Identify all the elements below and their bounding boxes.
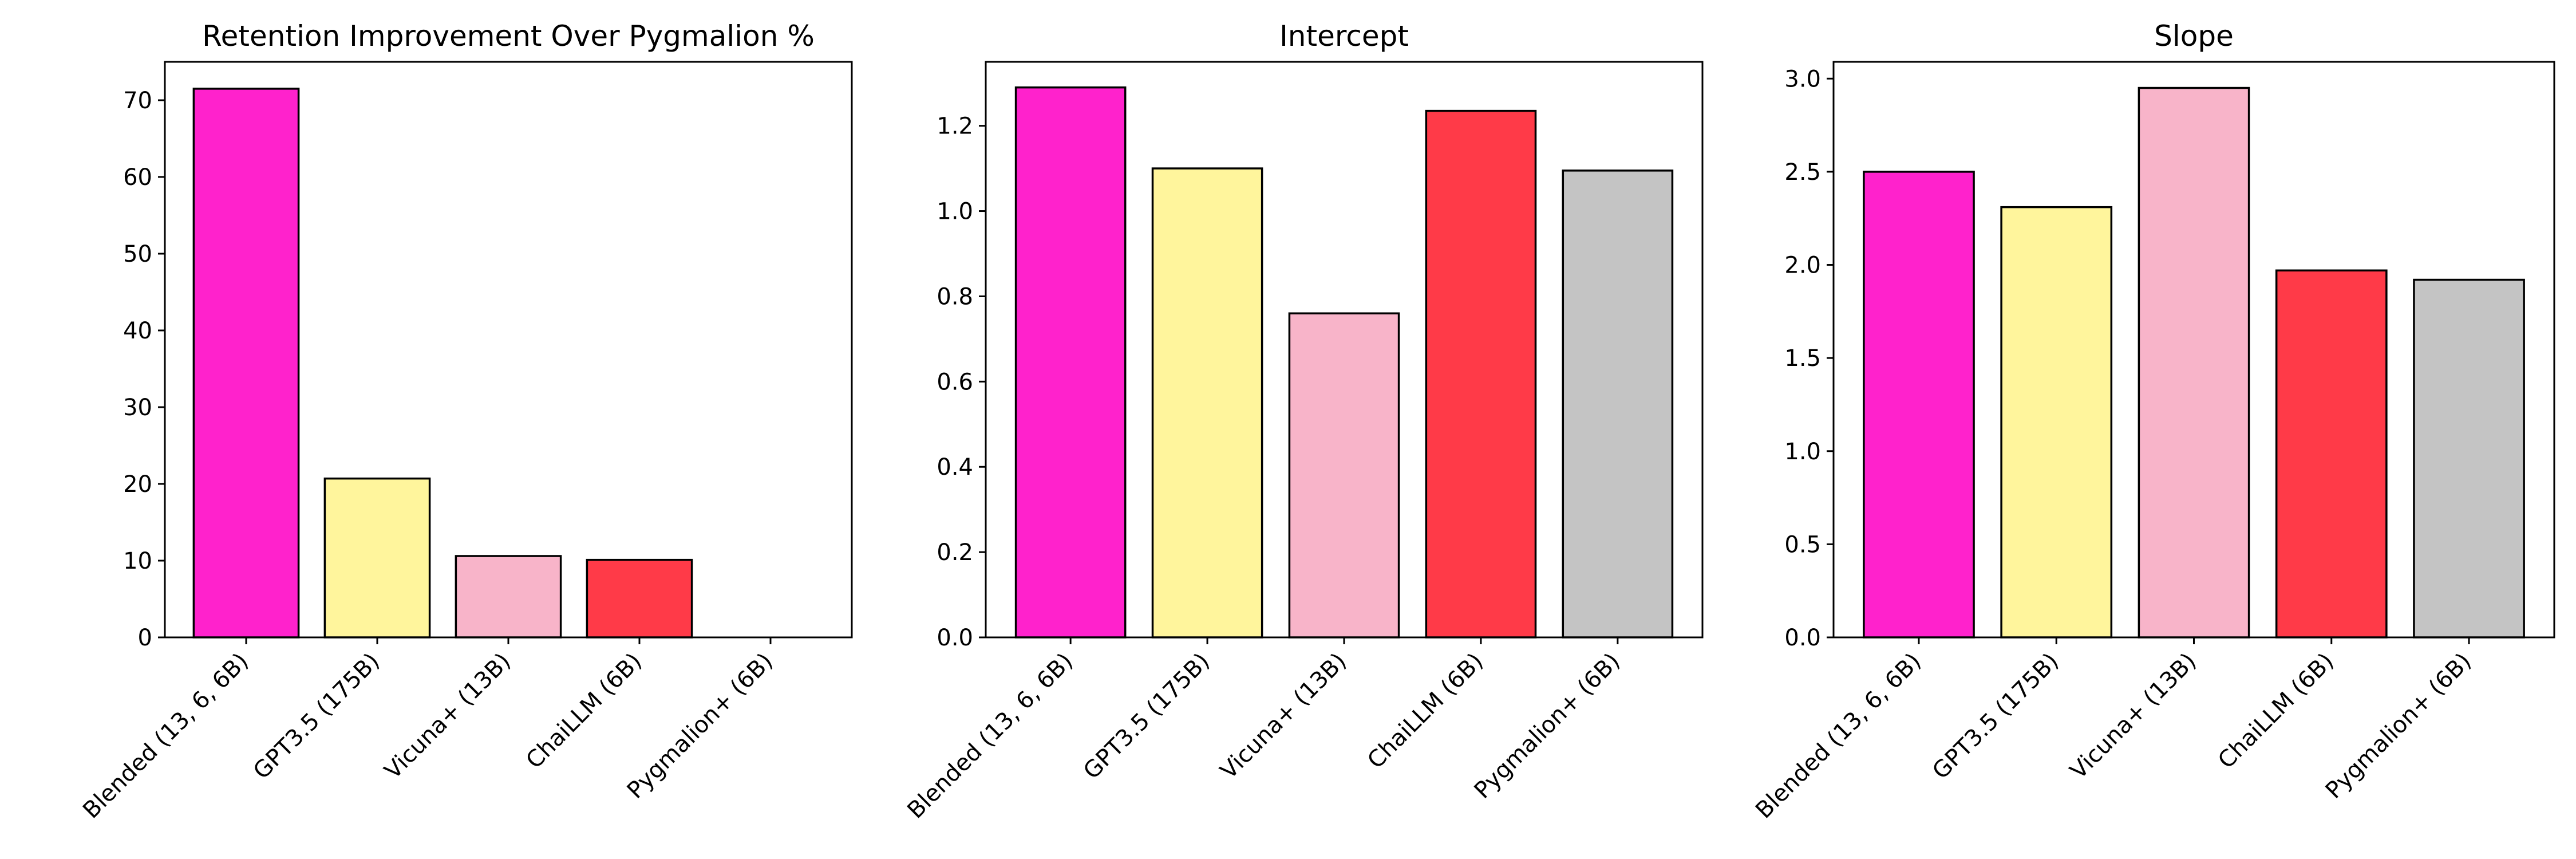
bar-1: [1014, 86, 1127, 639]
bar-3: [1288, 312, 1400, 639]
x-tick-label: Vicuna+ (13B): [2065, 648, 2202, 785]
bar-2: [2000, 206, 2113, 639]
plot-frame: [1832, 61, 2555, 639]
bar-5: [1562, 170, 1674, 639]
chart-panel-1: Retention Improvement Over Pygmalion % Bl…: [78, 19, 853, 824]
x-tick-label: GPT3.5 (175B): [1078, 648, 1215, 785]
y-tick-label: 0.4: [937, 454, 973, 480]
x-tick-label: Pygmalion+ (6B): [1469, 648, 1625, 804]
bar-1: [1863, 171, 1975, 639]
chart-title: Retention Improvement Over Pygmalion %: [202, 19, 815, 53]
y-tick-label: 60: [123, 164, 152, 191]
y-tick-label: 2.0: [1784, 253, 1821, 279]
y-tick-label: 1.0: [937, 199, 973, 225]
x-tick-label: Blended (13, 6, 6B): [78, 648, 254, 824]
bar-4: [586, 558, 693, 639]
y-tick-label: 0.0: [1784, 625, 1821, 651]
chart-title: Slope: [2154, 19, 2234, 53]
plot-frame: [164, 61, 853, 639]
x-tick-label: Blended (13, 6, 6B): [1751, 648, 1926, 824]
y-tick-label: 0.8: [937, 283, 973, 310]
bar-3: [455, 555, 562, 639]
y-tick-label: 0.2: [937, 539, 973, 566]
bar-5: [2413, 278, 2525, 639]
bar-4: [1425, 109, 1537, 639]
bar-4: [2275, 269, 2388, 639]
y-tick-label: 70: [123, 88, 152, 114]
x-tick-label: GPT3.5 (175B): [248, 648, 385, 785]
x-tick-label: Vicuna+ (13B): [380, 648, 516, 785]
x-tick-label: Pygmalion+ (6B): [622, 648, 778, 804]
y-tick-label: 30: [123, 395, 152, 421]
chart-title: Intercept: [1279, 19, 1409, 53]
y-tick-label: 0: [138, 625, 152, 651]
y-tick-label: 0.6: [937, 369, 973, 395]
bar-1: [192, 88, 300, 639]
y-tick-label: 50: [123, 241, 152, 267]
y-tick-label: 0.5: [1784, 531, 1821, 558]
y-tick-label: 3.0: [1784, 66, 1821, 92]
x-tick-label: ChaiLLM (6B): [2213, 648, 2339, 774]
y-tick-label: 20: [123, 471, 152, 498]
x-tick-label: ChaiLLM (6B): [521, 648, 647, 774]
chart-panel-3: Slope Blended (13, 6, 6B) GPT3.5 (175B) Vic…: [1751, 19, 2555, 824]
x-tick-label: ChaiLLM (6B): [1362, 648, 1488, 774]
bar-3: [2138, 86, 2250, 639]
chart-panel-2: Intercept Blended (13, 6, 6B) GPT3.5 (175B…: [902, 19, 1704, 824]
plot-frame: [985, 61, 1704, 639]
bar-2: [1151, 167, 1263, 639]
x-tick-label: Blended (13, 6, 6B): [902, 648, 1078, 824]
y-tick-label: 40: [123, 318, 152, 344]
y-tick-label: 10: [123, 548, 152, 574]
x-tick-label: Pygmalion+ (6B): [2321, 648, 2476, 804]
x-tick-label: GPT3.5 (175B): [1927, 648, 2064, 785]
bar-2: [323, 477, 431, 639]
x-tick-label: Vicuna+ (13B): [1215, 648, 1352, 785]
y-tick-label: 1.0: [1784, 439, 1821, 465]
y-tick-label: 1.2: [937, 113, 973, 140]
y-tick-label: 2.5: [1784, 159, 1821, 186]
y-tick-label: 1.5: [1784, 345, 1821, 372]
y-tick-label: 0.0: [937, 625, 973, 651]
